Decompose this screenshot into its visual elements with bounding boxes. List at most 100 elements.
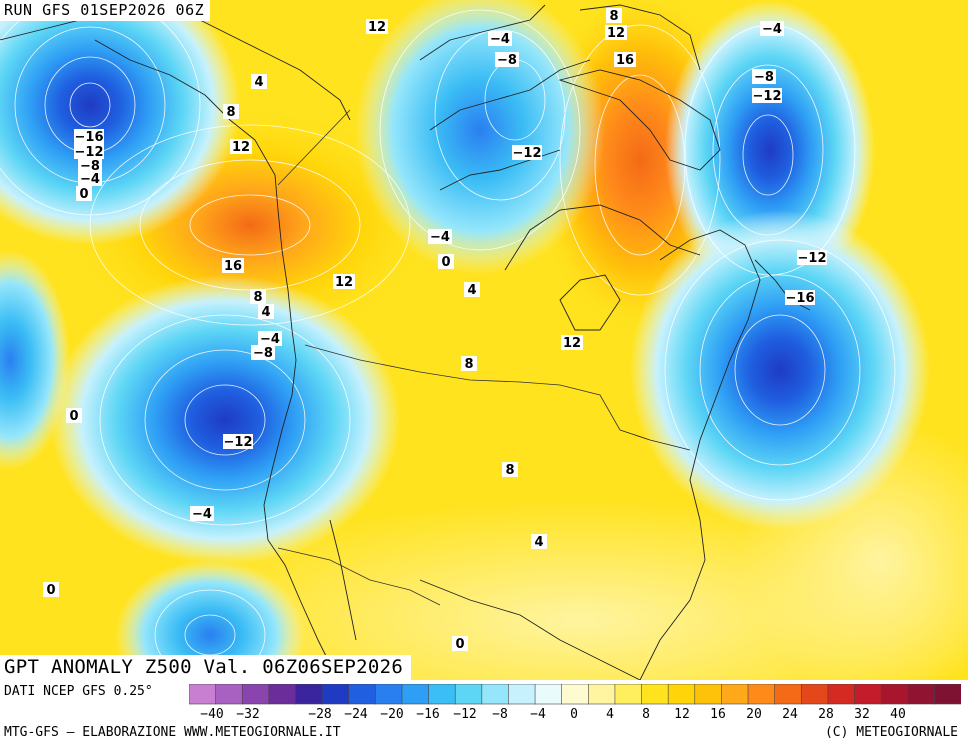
cold-anomaly-pacific xyxy=(50,275,400,565)
svg-text:−4: −4 xyxy=(260,332,280,347)
svg-text:4: 4 xyxy=(254,75,263,90)
contour-label: 12 xyxy=(230,139,252,155)
contour-label: −12 xyxy=(752,88,782,104)
legend-swatch xyxy=(348,684,377,705)
contour-label: 8 xyxy=(250,289,266,305)
svg-text:−12: −12 xyxy=(224,435,253,450)
legend-swatch xyxy=(588,684,616,705)
svg-text:8: 8 xyxy=(226,105,235,120)
svg-text:16: 16 xyxy=(616,53,634,68)
contour-label: −8 xyxy=(752,69,776,85)
contour-label: 0 xyxy=(438,254,454,270)
svg-text:8: 8 xyxy=(609,9,618,24)
legend-swatch xyxy=(428,684,457,705)
legend-swatch xyxy=(268,684,297,705)
svg-text:−4: −4 xyxy=(430,230,450,245)
legend-swatch xyxy=(189,684,217,705)
contour-label: 8 xyxy=(223,104,239,120)
contour-label: −12 xyxy=(74,144,104,160)
legend-swatch xyxy=(907,684,936,705)
legend-tick-label: 40 xyxy=(890,707,906,722)
legend-tick-label: −12 xyxy=(453,707,477,722)
svg-text:−4: −4 xyxy=(192,507,212,522)
legend-tick-label: 20 xyxy=(746,707,762,722)
contour-label: 0 xyxy=(452,636,468,652)
contour-label: −16 xyxy=(785,290,815,306)
svg-text:0: 0 xyxy=(79,187,88,202)
legend-tick-label: 12 xyxy=(674,707,690,722)
legend-swatch xyxy=(800,684,829,705)
data-source-label: DATI NCEP GFS 0.25° xyxy=(4,684,153,699)
contour-label: 16 xyxy=(222,258,244,274)
svg-text:0: 0 xyxy=(441,255,450,270)
svg-text:0: 0 xyxy=(46,583,55,598)
run-label: RUN GFS 01SEP2026 06Z xyxy=(0,0,211,21)
legend-tick-label: −40 xyxy=(200,707,224,722)
svg-text:0: 0 xyxy=(455,637,464,652)
svg-text:−8: −8 xyxy=(497,53,517,68)
contour-label: −4 xyxy=(190,506,214,522)
legend-tick-label: 28 xyxy=(818,707,834,722)
svg-text:−8: −8 xyxy=(80,159,100,174)
legend-tick-label: −28 xyxy=(308,707,332,722)
color-legend-bar xyxy=(189,684,961,705)
svg-text:−8: −8 xyxy=(253,346,273,361)
contour-label: 16 xyxy=(614,52,636,68)
svg-text:−12: −12 xyxy=(75,145,104,160)
legend-tick-label: 16 xyxy=(710,707,726,722)
svg-text:12: 12 xyxy=(563,336,581,351)
svg-text:−16: −16 xyxy=(75,130,104,145)
contour-label: −4 xyxy=(760,21,784,37)
contour-label: 0 xyxy=(76,186,92,202)
legend-tick-label: −32 xyxy=(236,707,260,722)
coastlines xyxy=(0,4,811,680)
svg-text:−4: −4 xyxy=(80,172,100,187)
legend-tick-label: −24 xyxy=(344,707,368,722)
contour-label: 4 xyxy=(251,74,267,90)
legend-swatch xyxy=(854,684,882,705)
legend-panel: DATI NCEP GFS 0.25° −40 −32 −28 −24 −20 −16 −1… xyxy=(0,680,968,745)
svg-text:4: 4 xyxy=(467,283,476,298)
contour-lines xyxy=(0,0,896,680)
legend-swatch xyxy=(401,684,430,705)
legend-tick-label: −20 xyxy=(380,707,404,722)
legend-swatch xyxy=(934,684,961,705)
legend-tick-label: −4 xyxy=(530,707,546,722)
svg-text:12: 12 xyxy=(232,140,250,155)
svg-text:−12: −12 xyxy=(753,89,782,104)
legend-tick-label: 4 xyxy=(606,707,614,722)
svg-text:−4: −4 xyxy=(762,22,782,37)
contour-label: 0 xyxy=(43,582,59,598)
contour-label: 0 xyxy=(66,408,82,424)
svg-text:8: 8 xyxy=(464,357,473,372)
svg-text:12: 12 xyxy=(335,275,353,290)
svg-text:12: 12 xyxy=(607,26,625,41)
anomaly-map: 12 4 8 12 16 8 4 12 4 8 12 8 4 8 12 16 0… xyxy=(0,0,968,680)
legend-swatch xyxy=(641,684,669,705)
legend-swatch xyxy=(534,684,563,705)
cold-anomaly-far-west xyxy=(0,250,70,470)
credits-left: MTG-GFS – ELABORAZIONE WWW.METEOGIORNALE… xyxy=(4,725,341,740)
contour-label: −8 xyxy=(78,158,102,174)
legend-swatch xyxy=(667,684,696,705)
contour-labels: 12 4 8 12 16 8 4 12 4 8 12 8 4 8 12 16 0… xyxy=(43,8,827,652)
political-borders xyxy=(277,109,621,606)
contour-label: −4 xyxy=(258,331,282,347)
cold-anomaly-northwest xyxy=(0,0,240,245)
svg-text:12: 12 xyxy=(368,20,386,35)
contour-label: −12 xyxy=(223,434,253,450)
legend-tick-label: 32 xyxy=(854,707,870,722)
contour-label: 8 xyxy=(606,8,622,24)
contour-label: 8 xyxy=(461,356,477,372)
svg-text:−16: −16 xyxy=(786,291,815,306)
contour-label: 4 xyxy=(464,282,480,298)
legend-tick-label: 0 xyxy=(570,707,578,722)
legend-swatch xyxy=(241,684,270,705)
contour-label: −12 xyxy=(797,250,827,266)
svg-text:8: 8 xyxy=(505,463,514,478)
svg-text:0: 0 xyxy=(69,409,78,424)
contour-label: −4 xyxy=(488,31,512,47)
map-title: GPT ANOMALY Z500 Val. 06Z06SEP2026 xyxy=(0,655,412,680)
cold-anomaly-atlantic xyxy=(630,210,930,530)
